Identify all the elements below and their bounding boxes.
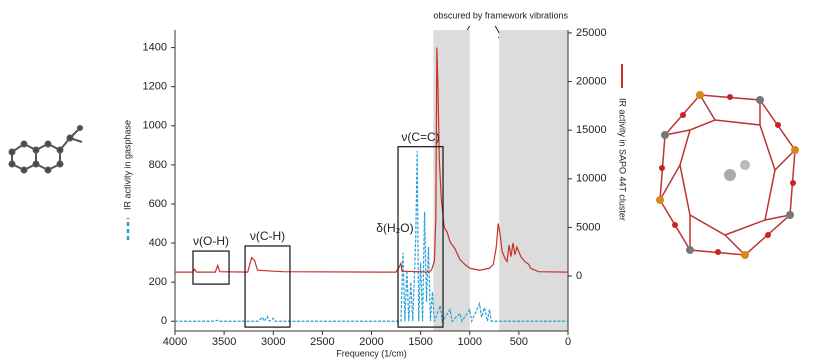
x-tick-label: 3000 <box>261 336 285 348</box>
y-tick-label: 400 <box>149 237 167 249</box>
y2-tick-label: 15000 <box>576 124 607 136</box>
note: obscured by framework vibrations <box>433 10 568 20</box>
y-tick-label: 0 <box>161 315 167 327</box>
molecule-gasphase <box>10 126 83 173</box>
legend-sapo: IR activity in SAPO 44T cluster <box>618 64 628 221</box>
y-tick-label: 1200 <box>143 81 167 93</box>
y-tick-label: 800 <box>149 159 167 171</box>
y2-tick-label: 20000 <box>576 75 607 87</box>
legend-label: IR activity in SAPO 44T cluster <box>618 98 628 221</box>
x-axis-label: Frequency (1/cm) <box>336 348 407 358</box>
legend-gasphase: IR activity in gasphase <box>122 120 132 240</box>
x-tick-label: 0 <box>565 336 571 348</box>
x-tick-label: 1500 <box>408 336 432 348</box>
annotation-label: ν(C-H) <box>250 229 285 243</box>
shaded-region <box>433 30 469 331</box>
chart: obscured by framework vibrations40003500… <box>0 0 820 362</box>
annotation-label: δ(H₂O) <box>376 221 413 235</box>
y2-tick-label: 25000 <box>576 27 607 39</box>
molecule-cage <box>656 91 799 259</box>
x-tick-label: 1000 <box>458 336 482 348</box>
y2-tick-label: 10000 <box>576 173 607 185</box>
x-tick-label: 2500 <box>310 336 334 348</box>
annotation-label: ν(C=C) <box>401 130 439 144</box>
y-tick-label: 600 <box>149 198 167 210</box>
x-tick-label: 3500 <box>212 336 236 348</box>
y-tick-label: 200 <box>149 276 167 288</box>
x-tick-label: 500 <box>510 336 528 348</box>
shaded-region <box>499 30 568 331</box>
y2-tick-label: 5000 <box>576 221 600 233</box>
x-tick-label: 4000 <box>163 336 187 348</box>
y2-tick-label: 0 <box>576 270 582 282</box>
y-tick-label: 1000 <box>143 120 167 132</box>
annotation-label: ν(O-H) <box>193 234 229 248</box>
legend-label: IR activity in gasphase <box>122 120 132 210</box>
x-tick-label: 2000 <box>359 336 383 348</box>
annotation-box <box>193 251 229 284</box>
y-tick-label: 1400 <box>143 41 167 53</box>
